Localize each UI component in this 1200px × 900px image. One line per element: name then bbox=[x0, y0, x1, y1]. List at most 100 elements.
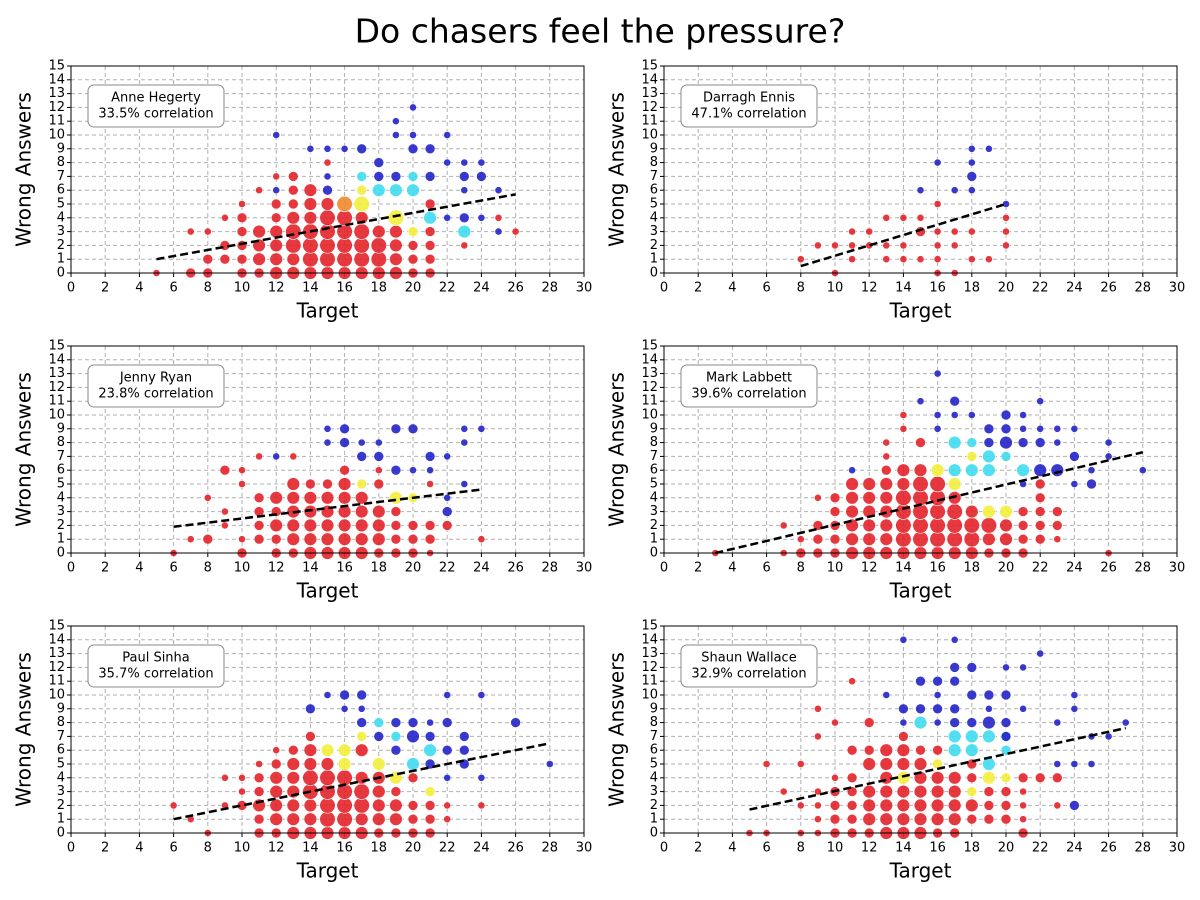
subplot: 0 2 4 6 8 10 12 14 16 18 20 22 24 26 28 300123456789101… bbox=[605, 619, 1186, 883]
x-tick-label: 10 bbox=[234, 561, 251, 576]
x-tick-label: 4 bbox=[728, 561, 736, 576]
scatter-point bbox=[1053, 760, 1062, 768]
scatter-point bbox=[967, 158, 976, 167]
scatter-point bbox=[443, 452, 452, 461]
scatter-point bbox=[947, 771, 962, 785]
scatter-point bbox=[999, 518, 1013, 533]
annotation-box bbox=[680, 644, 818, 688]
x-tick-label: 18 bbox=[371, 281, 388, 296]
scatter-point bbox=[1052, 520, 1063, 531]
scatter-point bbox=[982, 715, 996, 730]
scatter-point bbox=[913, 812, 928, 826]
scatter-point bbox=[982, 504, 996, 519]
scatter-point bbox=[929, 475, 946, 493]
scatter-point bbox=[933, 200, 942, 208]
x-tick-label: 14 bbox=[302, 281, 319, 296]
scatter-point bbox=[930, 798, 945, 813]
annotation-correlation: 39.6% correlation bbox=[691, 387, 806, 402]
scatter-point bbox=[320, 757, 335, 771]
y-tick-label: 2 bbox=[650, 798, 658, 813]
trend-line bbox=[715, 451, 1144, 555]
scatter-point bbox=[950, 227, 959, 236]
annotation-name: Shaun Wallace bbox=[701, 651, 796, 666]
scatter-point bbox=[949, 675, 961, 687]
scatter-point bbox=[319, 237, 336, 254]
x-tick-label: 20 bbox=[405, 841, 422, 856]
scatter-point bbox=[339, 423, 350, 435]
scatter-point bbox=[426, 718, 434, 727]
scatter-point bbox=[353, 797, 370, 814]
x-tick-label: 26 bbox=[1100, 841, 1117, 856]
scatter-point bbox=[947, 477, 962, 491]
y-tick-label: 4 bbox=[57, 770, 65, 785]
scatter-point bbox=[494, 213, 503, 222]
scatter-point bbox=[1000, 689, 1012, 701]
y-tick-label: 7 bbox=[57, 169, 65, 184]
scatter-point bbox=[253, 520, 265, 531]
scatter-point bbox=[966, 451, 978, 462]
scatter-point bbox=[1019, 663, 1027, 672]
scatter-point bbox=[372, 224, 386, 239]
x-tick-label: 26 bbox=[1100, 281, 1117, 296]
scatter-point bbox=[424, 800, 436, 811]
scatter-point bbox=[356, 171, 368, 182]
y-tick-label: 12 bbox=[48, 660, 65, 675]
scatter-point bbox=[460, 241, 469, 250]
annotation-name: Darragh Ennis bbox=[703, 91, 795, 106]
scatter-point bbox=[933, 424, 942, 433]
y-tick-label: 13 bbox=[48, 366, 65, 381]
x-axis-label: Target bbox=[296, 299, 359, 323]
scatter-point bbox=[933, 227, 942, 236]
scatter-point bbox=[270, 198, 282, 210]
scatter-point bbox=[912, 531, 929, 548]
scatter-point bbox=[983, 437, 995, 448]
scatter-point bbox=[947, 798, 962, 813]
axes-frame bbox=[663, 625, 1178, 834]
scatter-point bbox=[1017, 772, 1029, 784]
x-tick-label: 28 bbox=[542, 841, 559, 856]
scatter-point bbox=[950, 635, 959, 644]
scatter-point bbox=[337, 518, 352, 533]
x-axis-label: Target bbox=[889, 859, 952, 883]
scatter-point bbox=[947, 784, 962, 799]
scatter-point bbox=[862, 757, 876, 771]
y-tick-label: 1 bbox=[57, 532, 65, 547]
scatter-point bbox=[946, 531, 963, 548]
annotation-correlation: 35.7% correlation bbox=[98, 667, 213, 682]
x-tick-label: 0 bbox=[660, 561, 668, 576]
y-tick-label: 11 bbox=[641, 674, 658, 689]
x-tick-label: 24 bbox=[1066, 561, 1083, 576]
scatter-point bbox=[269, 812, 283, 826]
scatter-point bbox=[303, 532, 318, 546]
scatter-point bbox=[339, 437, 350, 448]
scatter-point bbox=[423, 211, 437, 225]
scatter-point bbox=[848, 466, 856, 475]
y-tick-label: 9 bbox=[57, 141, 65, 156]
scatter-point bbox=[879, 518, 893, 533]
scatter-point bbox=[357, 438, 366, 447]
scatter-point bbox=[879, 743, 893, 757]
scatter-point bbox=[353, 237, 370, 254]
x-tick-label: 28 bbox=[542, 561, 559, 576]
scatter-point bbox=[1034, 506, 1046, 517]
scatter-point bbox=[477, 535, 486, 544]
scatter-point bbox=[357, 704, 366, 713]
x-tick-label: 28 bbox=[1135, 281, 1152, 296]
figure-title: Do chasers feel the pressure? bbox=[355, 12, 846, 51]
scatter-point bbox=[966, 786, 978, 797]
scatter-point bbox=[1036, 424, 1045, 433]
x-tick-label: 22 bbox=[1032, 841, 1049, 856]
scatter-point bbox=[336, 251, 353, 268]
scatter-point bbox=[370, 237, 387, 254]
y-tick-label: 15 bbox=[48, 339, 65, 354]
scatter-point bbox=[253, 813, 265, 825]
scatter-point bbox=[458, 212, 470, 224]
x-axis-label: Target bbox=[889, 579, 952, 603]
x-tick-label: 22 bbox=[439, 281, 456, 296]
scatter-point bbox=[967, 186, 976, 195]
y-tick-label: 2 bbox=[650, 518, 658, 533]
scatter-point bbox=[829, 533, 841, 545]
x-tick-label: 18 bbox=[964, 841, 981, 856]
scatter-point bbox=[963, 531, 980, 548]
scatter-point bbox=[796, 535, 805, 544]
